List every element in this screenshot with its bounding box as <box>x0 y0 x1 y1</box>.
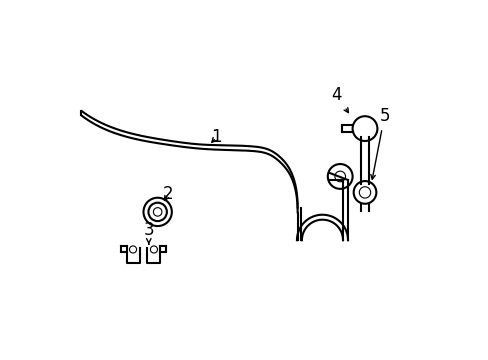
Text: 2: 2 <box>163 185 173 203</box>
Text: 1: 1 <box>210 129 221 147</box>
Text: 5: 5 <box>370 107 389 179</box>
Text: 4: 4 <box>331 86 348 113</box>
Text: 3: 3 <box>143 221 154 244</box>
